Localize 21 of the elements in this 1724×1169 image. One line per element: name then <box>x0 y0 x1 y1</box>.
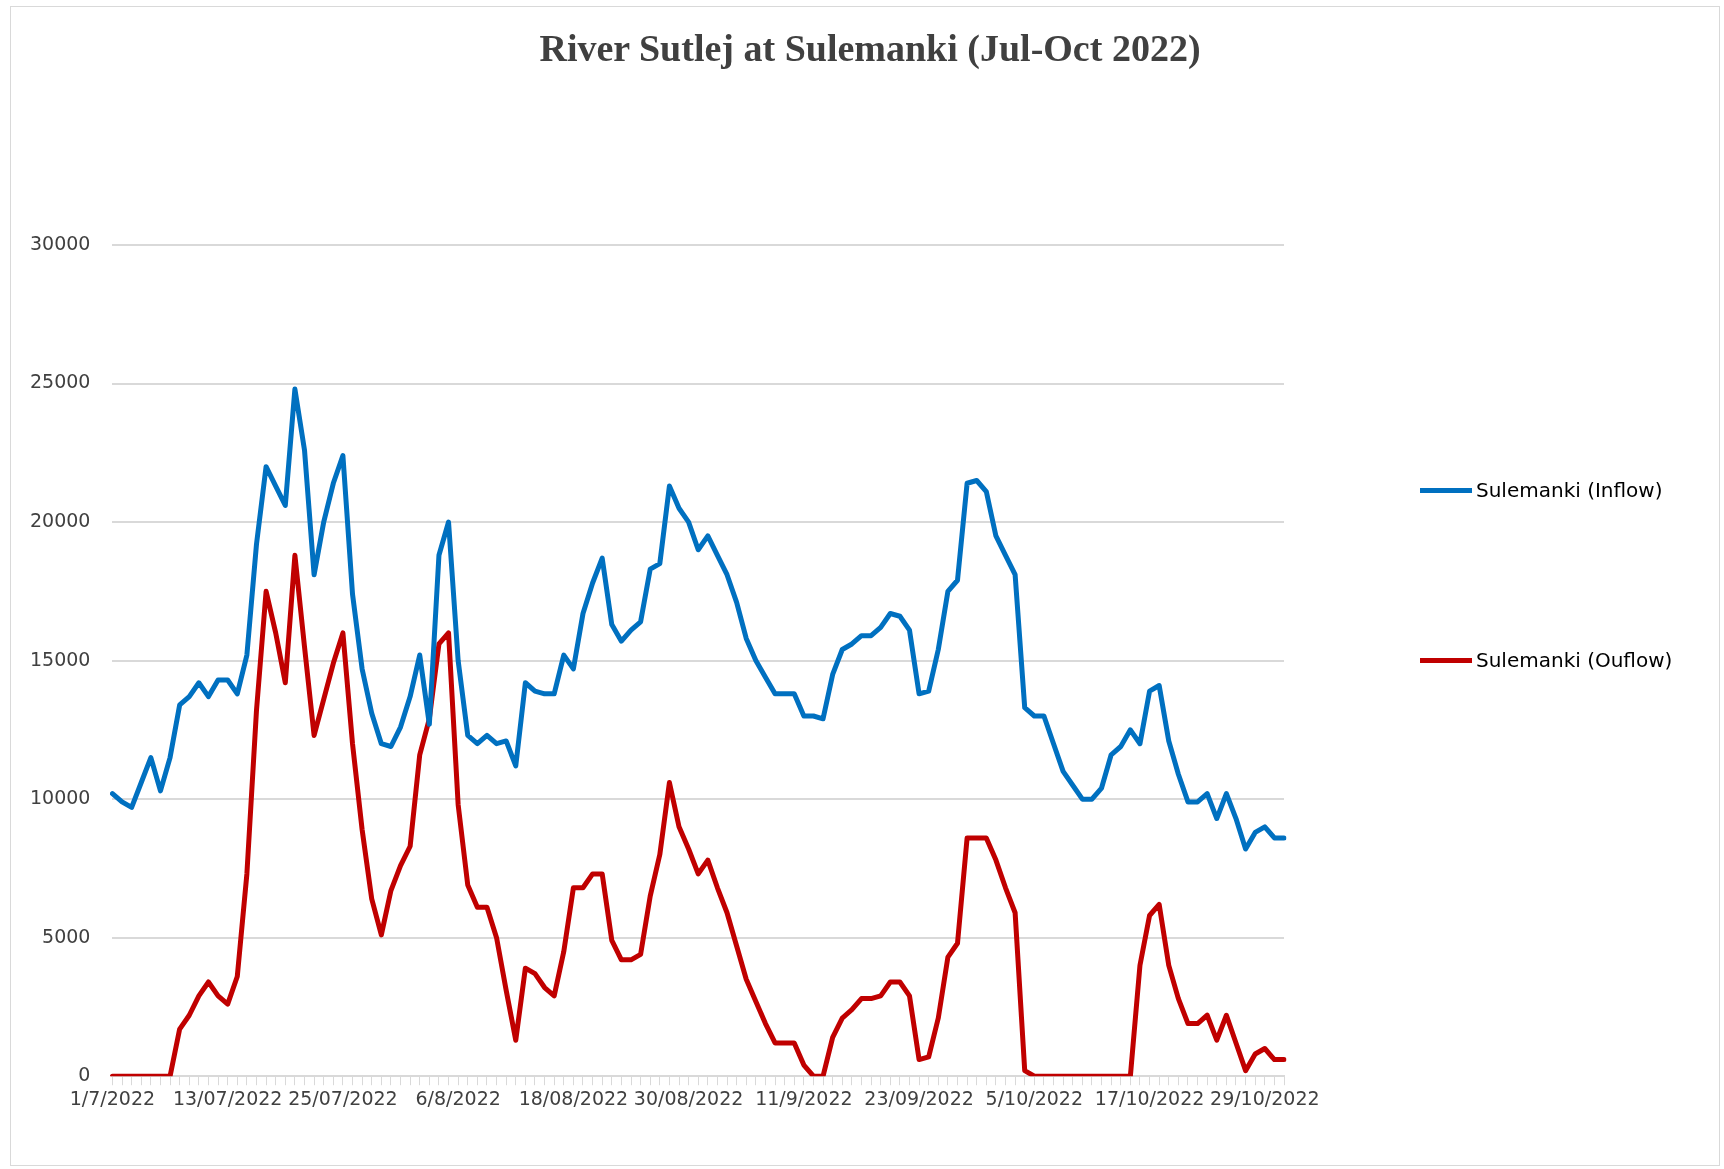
x-tick-label: 25/07/2022 <box>288 1086 398 1109</box>
x-tick-label: 6/8/2022 <box>415 1086 501 1109</box>
x-tick-label: 11/9/2022 <box>755 1086 853 1109</box>
x-tick-label: 13/07/2022 <box>172 1086 283 1109</box>
legend-label: Sulemanki (Inflow) <box>1476 478 1663 502</box>
y-tick-label: 0 <box>78 1063 91 1086</box>
y-tick-label: 5000 <box>42 924 91 947</box>
y-tick-label: 20000 <box>29 509 91 531</box>
x-tick-label: 29/10/2022 <box>1210 1086 1320 1109</box>
y-tick-label: 25000 <box>29 370 91 393</box>
x-tick-label: 23/09/2022 <box>864 1086 974 1109</box>
y-tick-label: 15000 <box>29 647 91 670</box>
x-tick-label: 30/08/2022 <box>633 1086 744 1109</box>
x-tick-label: 18/08/2022 <box>518 1086 629 1109</box>
chart-title: River Sutlej at Sulemanki (Jul-Oct 2022) <box>538 26 1202 70</box>
legend-label: Sulemanki (Ouflow) <box>1476 648 1673 672</box>
y-tick-label: 30000 <box>29 231 91 254</box>
x-tick-label: 17/10/2022 <box>1094 1086 1205 1109</box>
x-tick-label: 5/10/2022 <box>985 1086 1084 1109</box>
y-tick-label: 10000 <box>29 786 91 809</box>
x-tick-label: 1/7/2022 <box>69 1086 156 1109</box>
